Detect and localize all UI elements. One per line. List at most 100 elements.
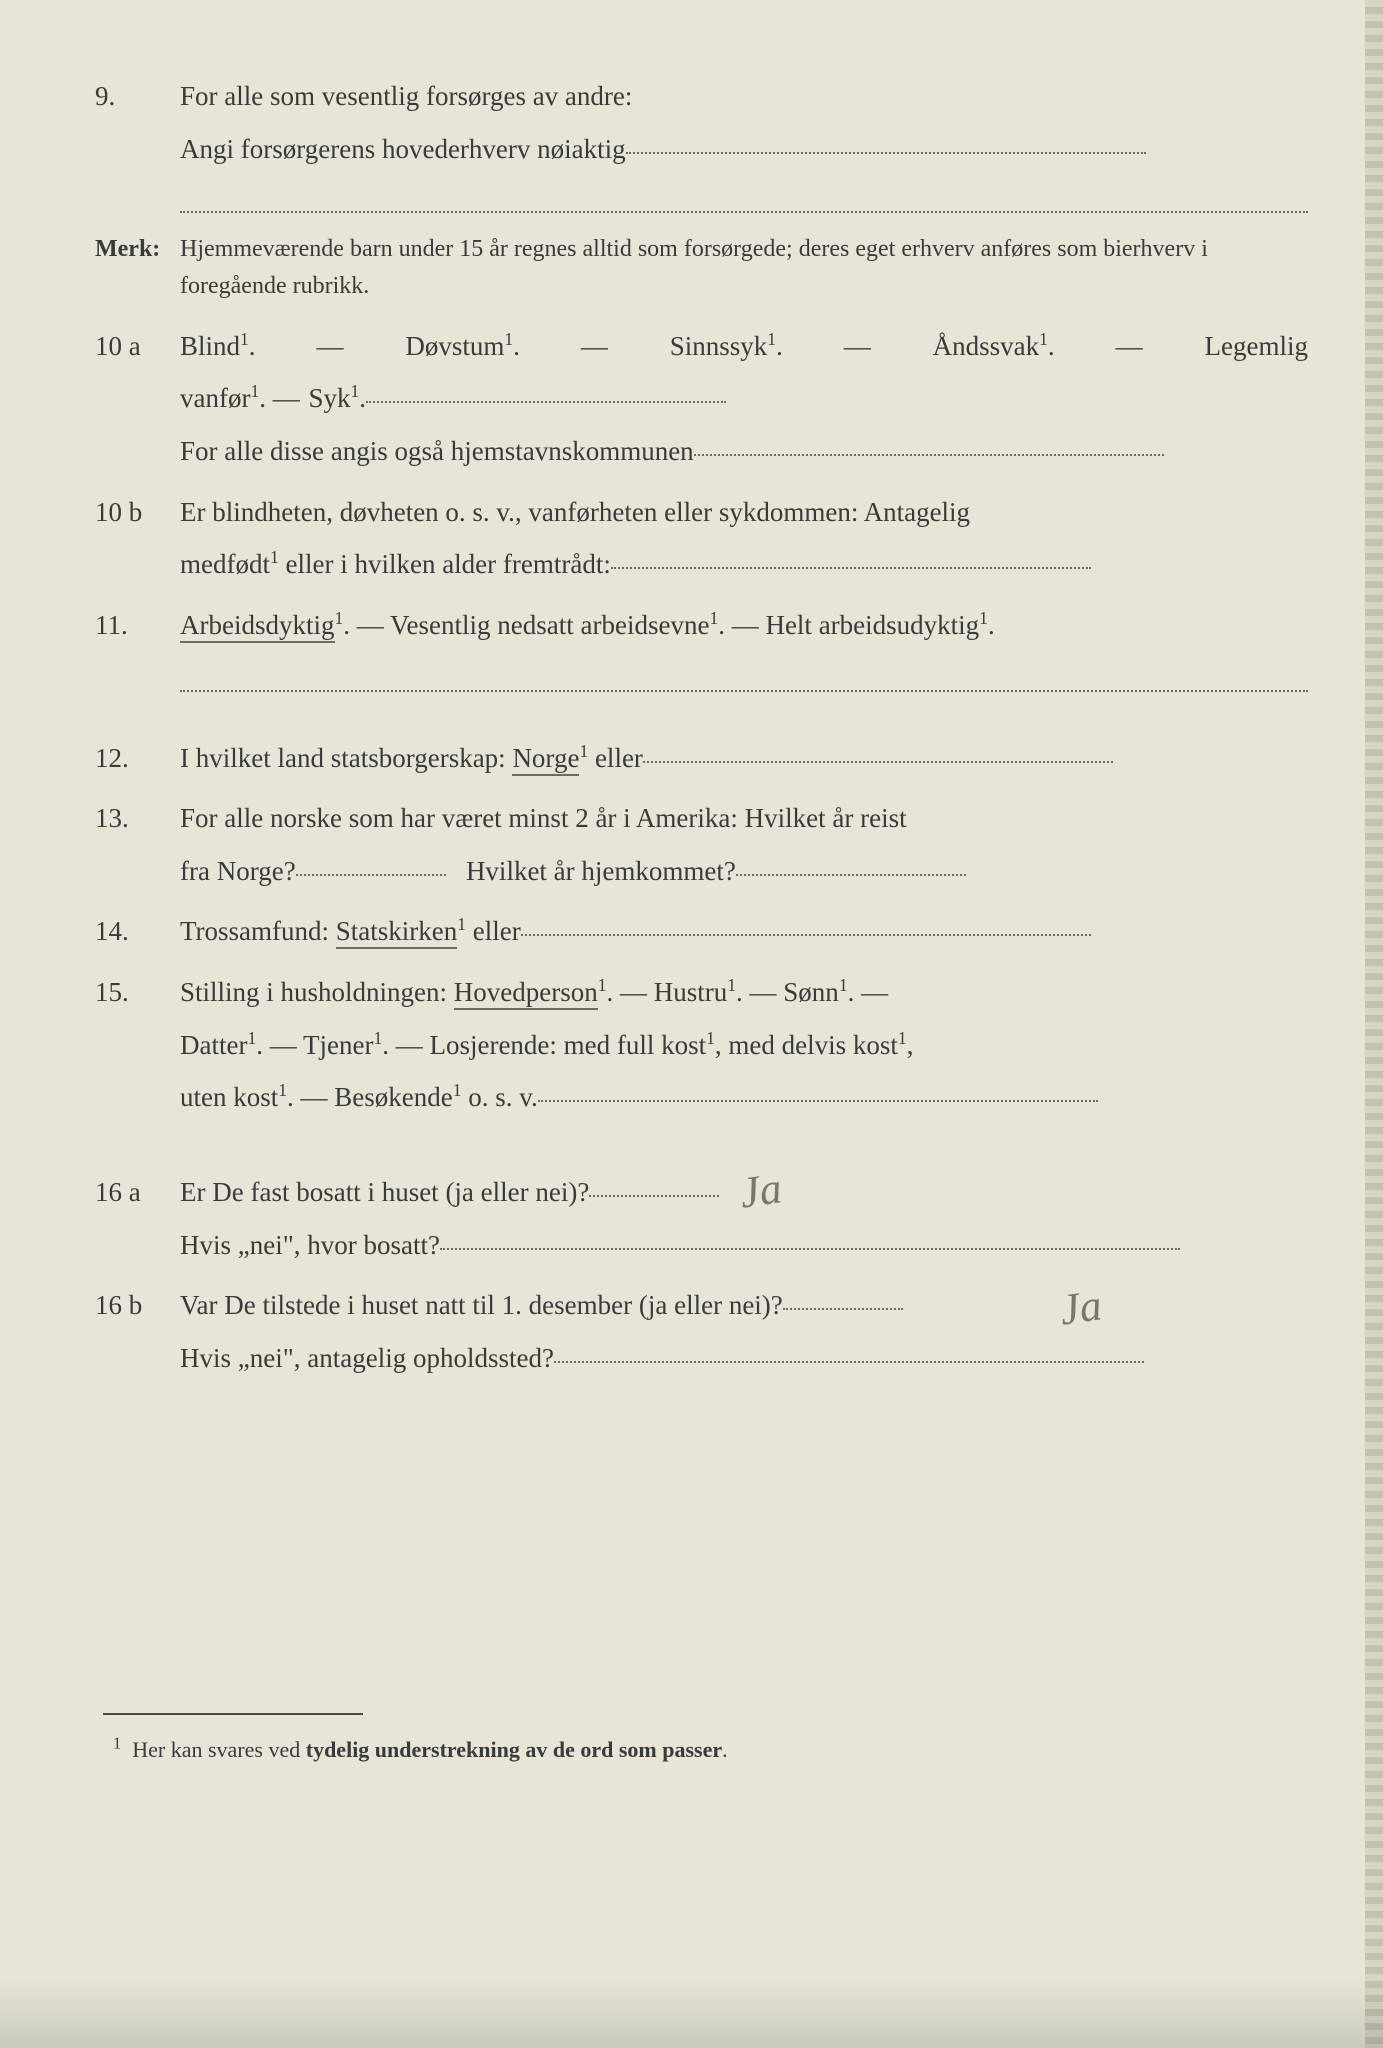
q15-delviskost: , med delvis kost [715,1030,898,1060]
blank-line [783,1281,903,1310]
q15-fullkost: . — Losjerende: med full kost [382,1030,706,1060]
question-9: 9. For alle som vesentlig forsørges av a… [95,70,1308,175]
merk-note: Merk: Hjemmeværende barn under 15 år reg… [95,231,1308,305]
q11-mid: . — Vesentlig nedsatt arbeidsevne [343,610,709,640]
q14-number: 14. [95,905,180,958]
q9-line2-text: Angi forsørgerens hovederhverv nøiaktig [180,134,626,164]
blank-line [736,847,966,876]
q15-number: 15. [95,966,180,1019]
q14-body: Trossamfund: Statskirken1 eller [180,905,1308,958]
q15-line1: Stilling i husholdningen: Hovedperson1. … [180,966,1308,1019]
dash: — [273,383,309,413]
opt-vanfor: vanfør [180,383,250,413]
q15-datter: Datter [180,1030,247,1060]
sup: 1 [351,381,360,401]
sup: 1 [839,975,848,995]
dash: — [1116,320,1144,373]
blank-line [643,734,1113,763]
dash: — [844,320,872,373]
q11-body: Arbeidsdyktig 1. — Vesentlig nedsatt arbe… [180,599,1308,652]
q16b-question-text: Var De tilstede i huset natt til 1. dese… [180,1290,783,1320]
footnote-text: Her kan svares ved tydelig understreknin… [132,1737,727,1762]
merk-text: Hjemmeværende barn under 15 år regnes al… [180,231,1308,305]
q15-osv: o. s. v. [462,1082,538,1112]
q16a-question-text: Er De fast bosatt i huset (ja eller nei)… [180,1177,589,1207]
q12-body: I hvilket land statsborgerskap: Norge1 e… [180,732,1308,785]
q14-prefix: Trossamfund: [180,916,336,946]
opt-statskirken-underlined: Statskirken [336,916,458,949]
sup: 1 [240,329,249,349]
blank-line [626,125,1146,154]
q15-prefix: Stilling i husholdningen: [180,977,454,1007]
q12-prefix: I hvilket land statsborgerskap: [180,743,512,773]
q10a-options-line1: Blind1. — Døvstum1. — Sinnssyk1. — Åndss… [180,320,1308,373]
opt-arbeidsdyktig-underlined: Arbeidsdyktig [180,610,335,643]
comma: , [907,1030,914,1060]
blank-line [554,1334,1144,1363]
q10a-line3: For alle disse angis også hjemstavnskomm… [180,425,1308,478]
footnote: 1 Her kan svares ved tydelig understrekn… [113,1729,1308,1772]
question-12: 12. I hvilket land statsborgerskap: Norg… [95,732,1308,785]
sup: 1 [270,547,279,567]
q16a-number: 16 a [95,1166,180,1219]
blank-line-full [180,662,1308,692]
question-15: 15. Stilling i husholdningen: Hovedperso… [95,966,1308,1124]
sup: 1 [247,1028,256,1048]
q10b-number: 10 b [95,486,180,539]
q9-line1: For alle som vesentlig forsørges av andr… [180,70,1308,123]
q11-number: 11. [95,599,180,652]
q9-line2: Angi forsørgerens hovederhverv nøiaktig [180,123,1308,176]
blank-line [296,847,446,876]
blank-line [694,427,1164,456]
q10a-number: 10 a [95,320,180,373]
footnote-marker: 1 [113,1733,121,1752]
q16b-sub: Hvis „nei", antagelig opholdssted? [180,1332,1308,1385]
sup: 1 [453,1080,462,1100]
opt-hovedperson-underlined: Hovedperson [454,977,598,1010]
q14-eller: eller [466,916,521,946]
blank-line [589,1168,719,1197]
q13-fra-norge: fra Norge? [180,856,296,886]
q15-dash: . — [848,977,889,1007]
q16b-number: 16 b [95,1279,180,1332]
q12-eller: eller [588,743,643,773]
question-13: 13. For alle norske som har været minst … [95,792,1308,897]
q15-sonn: . — Sønn [736,977,839,1007]
opt-blind: Blind [180,331,240,361]
dash: — [581,320,609,373]
q15-hustru: . — Hustru [607,977,728,1007]
opt-andsvak: Åndssvak [933,331,1040,361]
sup: 1 [767,329,776,349]
q10b-line1: Er blindheten, døvheten o. s. v., vanfør… [180,486,1308,539]
q12-number: 12. [95,732,180,785]
question-14: 14. Trossamfund: Statskirken1 eller [95,905,1308,958]
q13-hjemkommet: Hvilket år hjemkommet? [466,856,736,886]
bottom-shadow [0,1978,1383,2048]
sup: 1 [727,975,736,995]
question-11: 11. Arbeidsdyktig 1. — Vesentlig nedsatt … [95,599,1308,652]
dash: — [316,320,344,373]
q13-line1: For alle norske som har været minst 2 år… [180,792,1308,845]
census-form-page: 9. For alle som vesentlig forsørges av a… [0,0,1383,1811]
q15-besokende: . — Besøkende [287,1082,453,1112]
footnote-rule [103,1713,363,1715]
merk-label: Merk: [95,231,180,305]
question-16b: 16 b Var De tilstede i huset natt til 1.… [95,1279,1308,1384]
question-10a: 10 a Blind1. — Døvstum1. — Sinnssyk1. — … [95,320,1308,478]
q10b-rest: eller i hvilken alder fremtrådt: [279,549,611,579]
q16b-q: Var De tilstede i huset natt til 1. dese… [180,1279,1308,1332]
q16a-sub: Hvis „nei", hvor bosatt? [180,1219,1308,1272]
q15-tjener: . — Tjener [256,1030,373,1060]
sup: 1 [373,1028,382,1048]
sup: 1 [709,608,718,628]
blank-line [440,1221,1180,1250]
q10b-medfodt: medfødt [180,549,270,579]
q10b-line2: medfødt1 eller i hvilken alder fremtrådt… [180,538,1308,591]
question-16a: 16 a Er De fast bosatt i huset (ja eller… [95,1166,1308,1271]
blank-line [366,374,726,403]
q16a-sub-text: Hvis „nei", hvor bosatt? [180,1230,440,1260]
sup: 1 [278,1080,287,1100]
blank-line [611,540,1091,569]
blank-line [521,907,1091,936]
opt-sinnssyk: Sinnssyk [670,331,768,361]
